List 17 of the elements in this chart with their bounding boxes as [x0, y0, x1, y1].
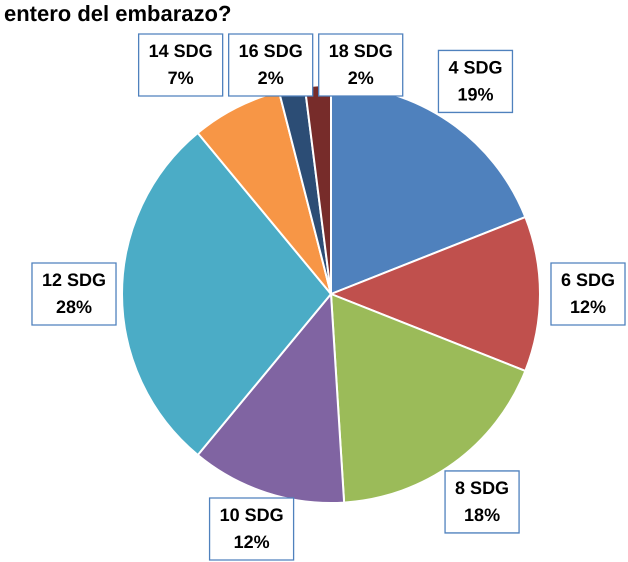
slice-label: 6 SDG [560, 270, 616, 290]
data-label: 12% [570, 296, 606, 317]
slice-label: 12 SDG [42, 270, 106, 290]
slice-label: 16 SDG [238, 40, 303, 61]
data-label: 7% [168, 68, 194, 88]
data-label: 28% [56, 296, 92, 317]
slice-label: 10 SDG [220, 504, 284, 525]
chart-title: entero del embarazo? [4, 1, 232, 26]
data-label: 2% [258, 68, 284, 88]
data-label: 2% [348, 68, 374, 88]
data-label: 19% [457, 84, 494, 104]
slice-label: 14 SDG [148, 40, 213, 61]
data-label: 12% [234, 532, 270, 552]
slice-label: 8 SDG [455, 478, 510, 498]
data-label: 18% [464, 504, 500, 525]
slice-label: 4 SDG [448, 57, 502, 78]
slice-label: 18 SDG [328, 40, 393, 61]
